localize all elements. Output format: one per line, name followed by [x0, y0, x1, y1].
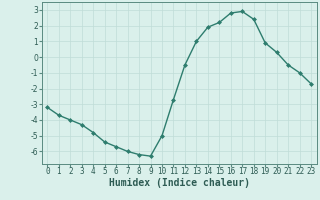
X-axis label: Humidex (Indice chaleur): Humidex (Indice chaleur) — [109, 178, 250, 188]
